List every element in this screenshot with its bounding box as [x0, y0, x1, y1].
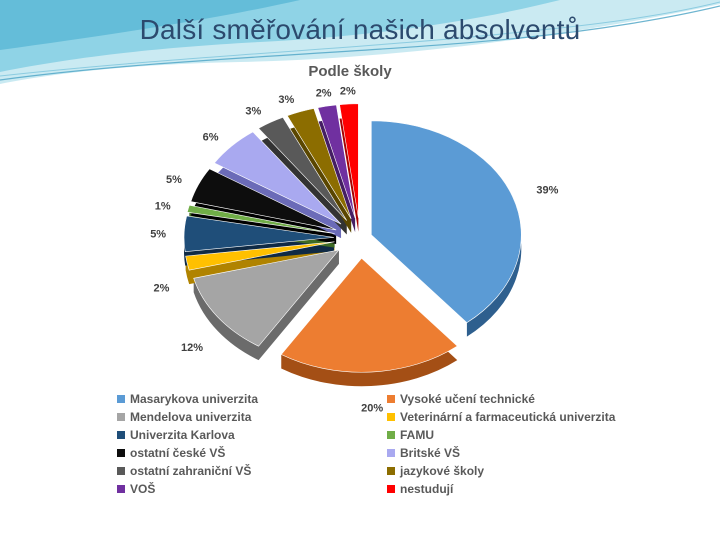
data-label-vos: 2% [316, 88, 332, 100]
legend-item-masarykova-univerzita: Masarykova univerzita [117, 390, 387, 407]
legend-item-ostatni-ceske-vs: ostatní české VŠ [117, 444, 387, 461]
pie-slice-veterinarni-a-farmaceuticka-univerzita [185, 241, 335, 271]
legend-item-ostatni-zahranicni-vs: ostatní zahraniční VŠ [117, 462, 387, 479]
legend-item-britske-vs: Britské VŠ [387, 444, 637, 461]
legend-swatch [387, 412, 395, 421]
data-label-nestuduji: 2% [340, 85, 356, 97]
legend-swatch [387, 430, 395, 439]
legend-swatch [117, 484, 125, 493]
legend-swatch [387, 466, 395, 475]
legend-label: Vysoké učení technické [400, 391, 535, 406]
legend-swatch [387, 484, 395, 493]
data-label-veterinarni-a-farmaceuticka-univerzita: 2% [154, 283, 170, 295]
legend-label: VOŠ [130, 481, 156, 496]
legend-item-vysoke-uceni-technicke: Vysoké učení technické [387, 390, 637, 407]
pie-slice-side-britske-vs [214, 131, 342, 239]
legend-item-famu: FAMU [387, 426, 637, 443]
legend-swatch [387, 448, 395, 457]
pie-slice-famu [186, 204, 335, 234]
data-label-ostatni-ceske-vs: 5% [166, 174, 182, 186]
legend-swatch [387, 394, 395, 403]
chart-title: Podle školy [308, 63, 392, 80]
pie-slice-nestuduji [339, 103, 359, 218]
legend-label: ostatní zahraniční VŠ [130, 463, 252, 478]
legend-label: Britské VŠ [400, 445, 461, 460]
legend-label: FAMU [400, 427, 434, 442]
data-label-famu: 1% [155, 201, 171, 213]
pie-slice-mendelova-univerzita [193, 249, 340, 347]
chart-legend: Masarykova univerzita Vysoké učení techni… [117, 390, 637, 497]
legend-swatch [117, 412, 125, 421]
legend-item-vos: VOŠ [117, 480, 387, 497]
header-wave-decoration [0, 0, 720, 84]
data-label-vysoke-uceni-technicke: 20% [361, 403, 383, 415]
data-label-britske-vs: 6% [203, 132, 219, 144]
legend-label: Univerzita Karlova [130, 427, 235, 442]
legend-swatch [117, 448, 125, 457]
pie-slice-side-nestuduji [339, 103, 359, 232]
pie-data-labels: 39% 20% 12% 2% 5% 1% 5% 6% 3% 3% 2% 2% [150, 85, 558, 414]
pie-slice-side-mendelova-univerzita [193, 249, 339, 361]
pie-slices [183, 103, 522, 373]
pie-slice-masarykova-univerzita [370, 120, 522, 324]
pie-slice-jazykove-skoly [286, 108, 352, 220]
slide-title: Další směřování našich absolventů [139, 14, 581, 45]
pie-slice-britske-vs [213, 131, 342, 225]
data-label-mendelova-univerzita: 12% [181, 342, 203, 354]
pie-slice-ostatni-ceske-vs [190, 168, 337, 231]
pie-slice-side-ostatni-zahranicni-vs [258, 117, 347, 235]
legend-swatch [117, 466, 125, 475]
pie-slice-side-vos [317, 104, 356, 233]
legend-label: nestudují [400, 481, 454, 496]
legend-label: Veterinární a farmaceutická univerzita [400, 409, 616, 424]
pie-slice-ostatni-zahranicni-vs [258, 117, 348, 221]
legend-label: jazykové školy [400, 463, 485, 478]
pie-slice-side-ostatni-ceske-vs [190, 168, 337, 244]
data-label-ostatni-zahranicni-vs: 3% [245, 106, 261, 118]
pie-slice-univerzita-karlova [183, 215, 335, 252]
legend-item-jazykove-skoly: jazykové školy [387, 462, 637, 479]
legend-label: ostatní české VŠ [130, 445, 226, 460]
legend-item-veterinarni-a-farmaceuticka-univerzita: Veterinární a farmaceutická univerzita [387, 408, 637, 425]
legend-label: Masarykova univerzita [130, 391, 259, 406]
pie-slice-vysoke-uceni-technicke [280, 257, 458, 373]
data-label-jazykove-skoly: 3% [278, 94, 294, 106]
data-label-univerzita-karlova: 5% [150, 228, 166, 240]
data-label-masarykova-univerzita: 39% [536, 185, 558, 197]
legend-label: Mendelova univerzita [130, 409, 252, 424]
legend-item-mendelova-univerzita: Mendelova univerzita [117, 408, 387, 425]
legend-item-univerzita-karlova: Univerzita Karlova [117, 426, 387, 443]
legend-item-nestuduji: nestudují [387, 480, 637, 497]
pie-slice-vos [317, 104, 356, 219]
legend-swatch [117, 430, 125, 439]
legend-swatch [117, 394, 125, 403]
